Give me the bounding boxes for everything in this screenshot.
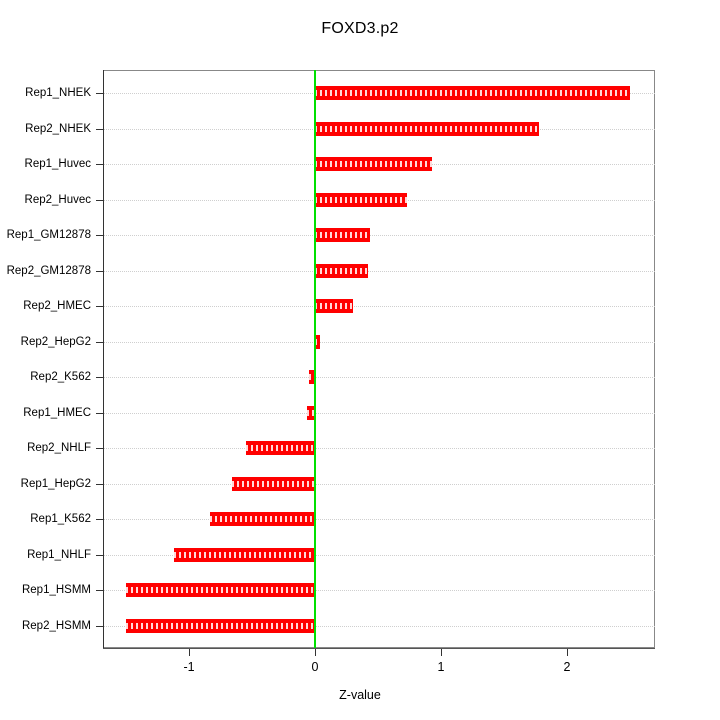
y-tick-label: Rep2_GM12878 — [6, 264, 91, 277]
y-tick — [96, 128, 103, 130]
gridline — [103, 306, 655, 307]
x-tick-label: 2 — [563, 660, 571, 674]
bar-hatch — [231, 480, 315, 487]
y-tick-label: Rep1_HSMM — [21, 584, 91, 596]
y-tick-label: Rep2_NHLF — [27, 442, 91, 454]
y-tick-label: Rep2_HepG2 — [20, 335, 91, 348]
bar — [307, 405, 315, 420]
bar — [315, 334, 321, 349]
bar — [173, 547, 315, 562]
gridline — [103, 519, 655, 520]
y-tick — [96, 306, 103, 307]
bar-hatch — [315, 161, 433, 167]
y-tick — [96, 625, 103, 627]
y-tick-label: Rep1_NHLF — [27, 548, 91, 561]
y-tick — [96, 270, 103, 272]
page-title: FOXD3.p2 — [321, 20, 399, 37]
bar — [315, 86, 630, 100]
bar-hatch — [307, 409, 315, 416]
x-axis-title: Z-value — [339, 688, 381, 702]
bar — [126, 583, 315, 597]
bar-hatch — [308, 374, 315, 380]
gridline — [103, 554, 655, 556]
bar — [231, 476, 315, 491]
bar — [315, 263, 368, 278]
bar-hatch — [315, 232, 371, 238]
y-tick-label: Rep1_NHEK — [25, 87, 91, 99]
y-tick-label: Rep2_Huvec — [24, 193, 91, 206]
bar-hatch — [245, 445, 315, 451]
x-tick — [315, 649, 316, 656]
bar-hatch — [315, 196, 407, 203]
y-tick-label: Rep1_HepG2 — [20, 477, 91, 490]
x-tick — [567, 649, 568, 656]
y-tick — [96, 412, 103, 414]
gridline — [103, 483, 655, 485]
bar — [126, 618, 315, 633]
y-tick — [96, 554, 103, 556]
bar — [245, 441, 315, 455]
y-tick — [96, 341, 103, 343]
y-tick-label: Rep2_K562 — [30, 371, 91, 383]
bar — [315, 121, 540, 136]
gridline — [103, 625, 655, 627]
x-tick-label: 1 — [437, 660, 445, 674]
y-tick-label: Rep2_NHEK — [25, 122, 91, 135]
y-tick-label: Rep2_HMEC — [23, 300, 91, 312]
bar — [315, 157, 433, 171]
y-tick-label: Rep1_Huvec — [24, 158, 91, 170]
y-tick — [96, 590, 103, 591]
gridline — [103, 590, 655, 591]
y-tick — [96, 519, 103, 520]
bar — [210, 512, 315, 526]
y-tick — [96, 448, 103, 449]
gridline — [103, 377, 655, 378]
x-tick — [189, 649, 190, 656]
y-tick — [96, 199, 103, 201]
bar — [315, 299, 353, 313]
bar-hatch — [126, 587, 315, 593]
plot-area — [103, 70, 655, 648]
gridline — [103, 341, 655, 343]
x-tick-label: 0 — [311, 660, 319, 674]
gridline — [103, 235, 655, 236]
y-tick-label: Rep2_HSMM — [21, 619, 91, 632]
bar-hatch — [173, 551, 315, 558]
x-tick-label: -1 — [183, 660, 195, 674]
y-tick — [96, 377, 103, 378]
bar-hatch — [210, 516, 315, 522]
bar — [308, 370, 315, 384]
y-tick-label: Rep1_K562 — [30, 513, 91, 525]
y-tick — [96, 164, 103, 165]
y-axis-spine — [103, 70, 104, 648]
gridline — [103, 412, 655, 414]
y-tick-label: Rep1_GM12878 — [6, 229, 91, 241]
y-tick — [96, 483, 103, 485]
x-tick — [441, 649, 442, 656]
gridline — [103, 270, 655, 272]
x-axis-spine — [103, 648, 655, 649]
bar-hatch — [315, 303, 353, 309]
bar-hatch — [315, 338, 321, 345]
bar — [315, 228, 371, 242]
bar-hatch — [126, 622, 315, 629]
zero-reference-line — [314, 70, 316, 648]
y-tick-label: Rep1_HMEC — [23, 406, 91, 419]
y-tick — [96, 93, 103, 94]
bar-hatch — [315, 267, 368, 274]
bar-hatch — [315, 90, 630, 96]
y-tick — [96, 235, 103, 236]
bar-hatch — [315, 125, 540, 132]
gridline — [103, 448, 655, 449]
bar — [315, 192, 407, 207]
